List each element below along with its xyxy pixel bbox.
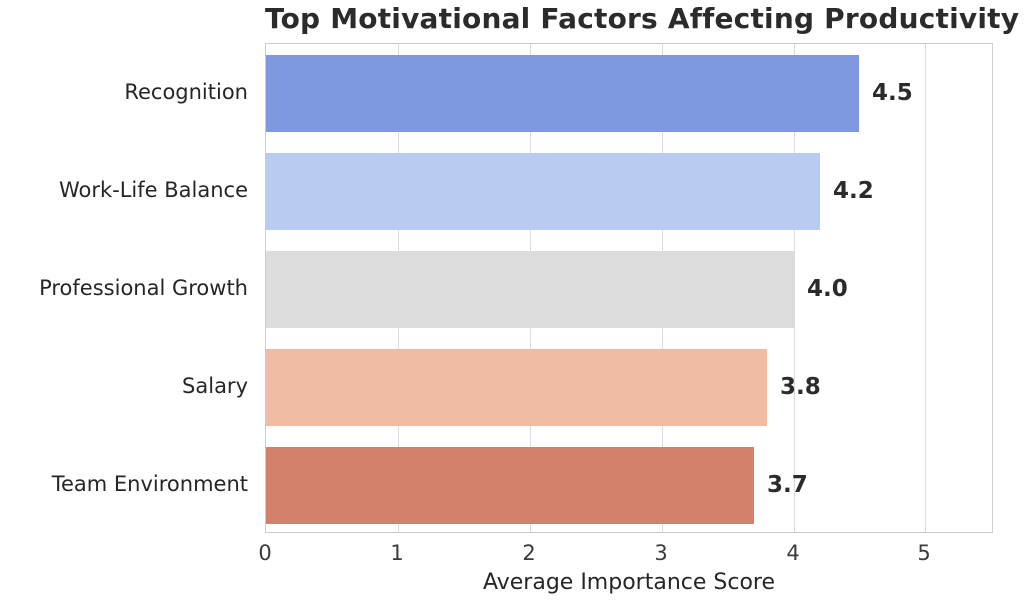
x-tick-label-2: 2 — [522, 541, 536, 565]
y-axis-label-recognition: Recognition — [124, 80, 248, 104]
plot-area: 4.5 4.2 4.0 3.8 3.7 — [265, 43, 993, 533]
chart-title: Top Motivational Factors Affecting Produ… — [265, 2, 1020, 35]
x-tick-label-4: 4 — [786, 541, 800, 565]
bar-value-label: 4.0 — [807, 276, 848, 302]
y-axis-label-team-environment: Team Environment — [51, 472, 248, 496]
bar-team-environment — [266, 447, 754, 524]
bar-value-label: 4.5 — [872, 80, 913, 106]
bar-value-label: 3.8 — [780, 374, 821, 400]
bar-professional-growth — [266, 251, 794, 328]
bar-value-label: 3.7 — [767, 472, 808, 498]
bar-salary — [266, 349, 767, 426]
bar-work-life-balance — [266, 153, 820, 230]
bar-value-label: 4.2 — [833, 178, 874, 204]
x-tick-label-0: 0 — [258, 541, 272, 565]
bar-recognition — [266, 55, 859, 132]
x-axis-label: Average Importance Score — [482, 570, 775, 595]
gridline-x-4 — [794, 44, 795, 532]
x-tick-label-1: 1 — [390, 541, 404, 565]
x-tick-label-5: 5 — [917, 541, 931, 565]
gridline-x-5 — [925, 44, 926, 532]
y-axis-label-salary: Salary — [182, 374, 248, 398]
y-axis-label-work-life-balance: Work-Life Balance — [58, 178, 248, 202]
y-axis-label-professional-growth: Professional Growth — [39, 276, 248, 300]
x-tick-label-3: 3 — [654, 541, 668, 565]
